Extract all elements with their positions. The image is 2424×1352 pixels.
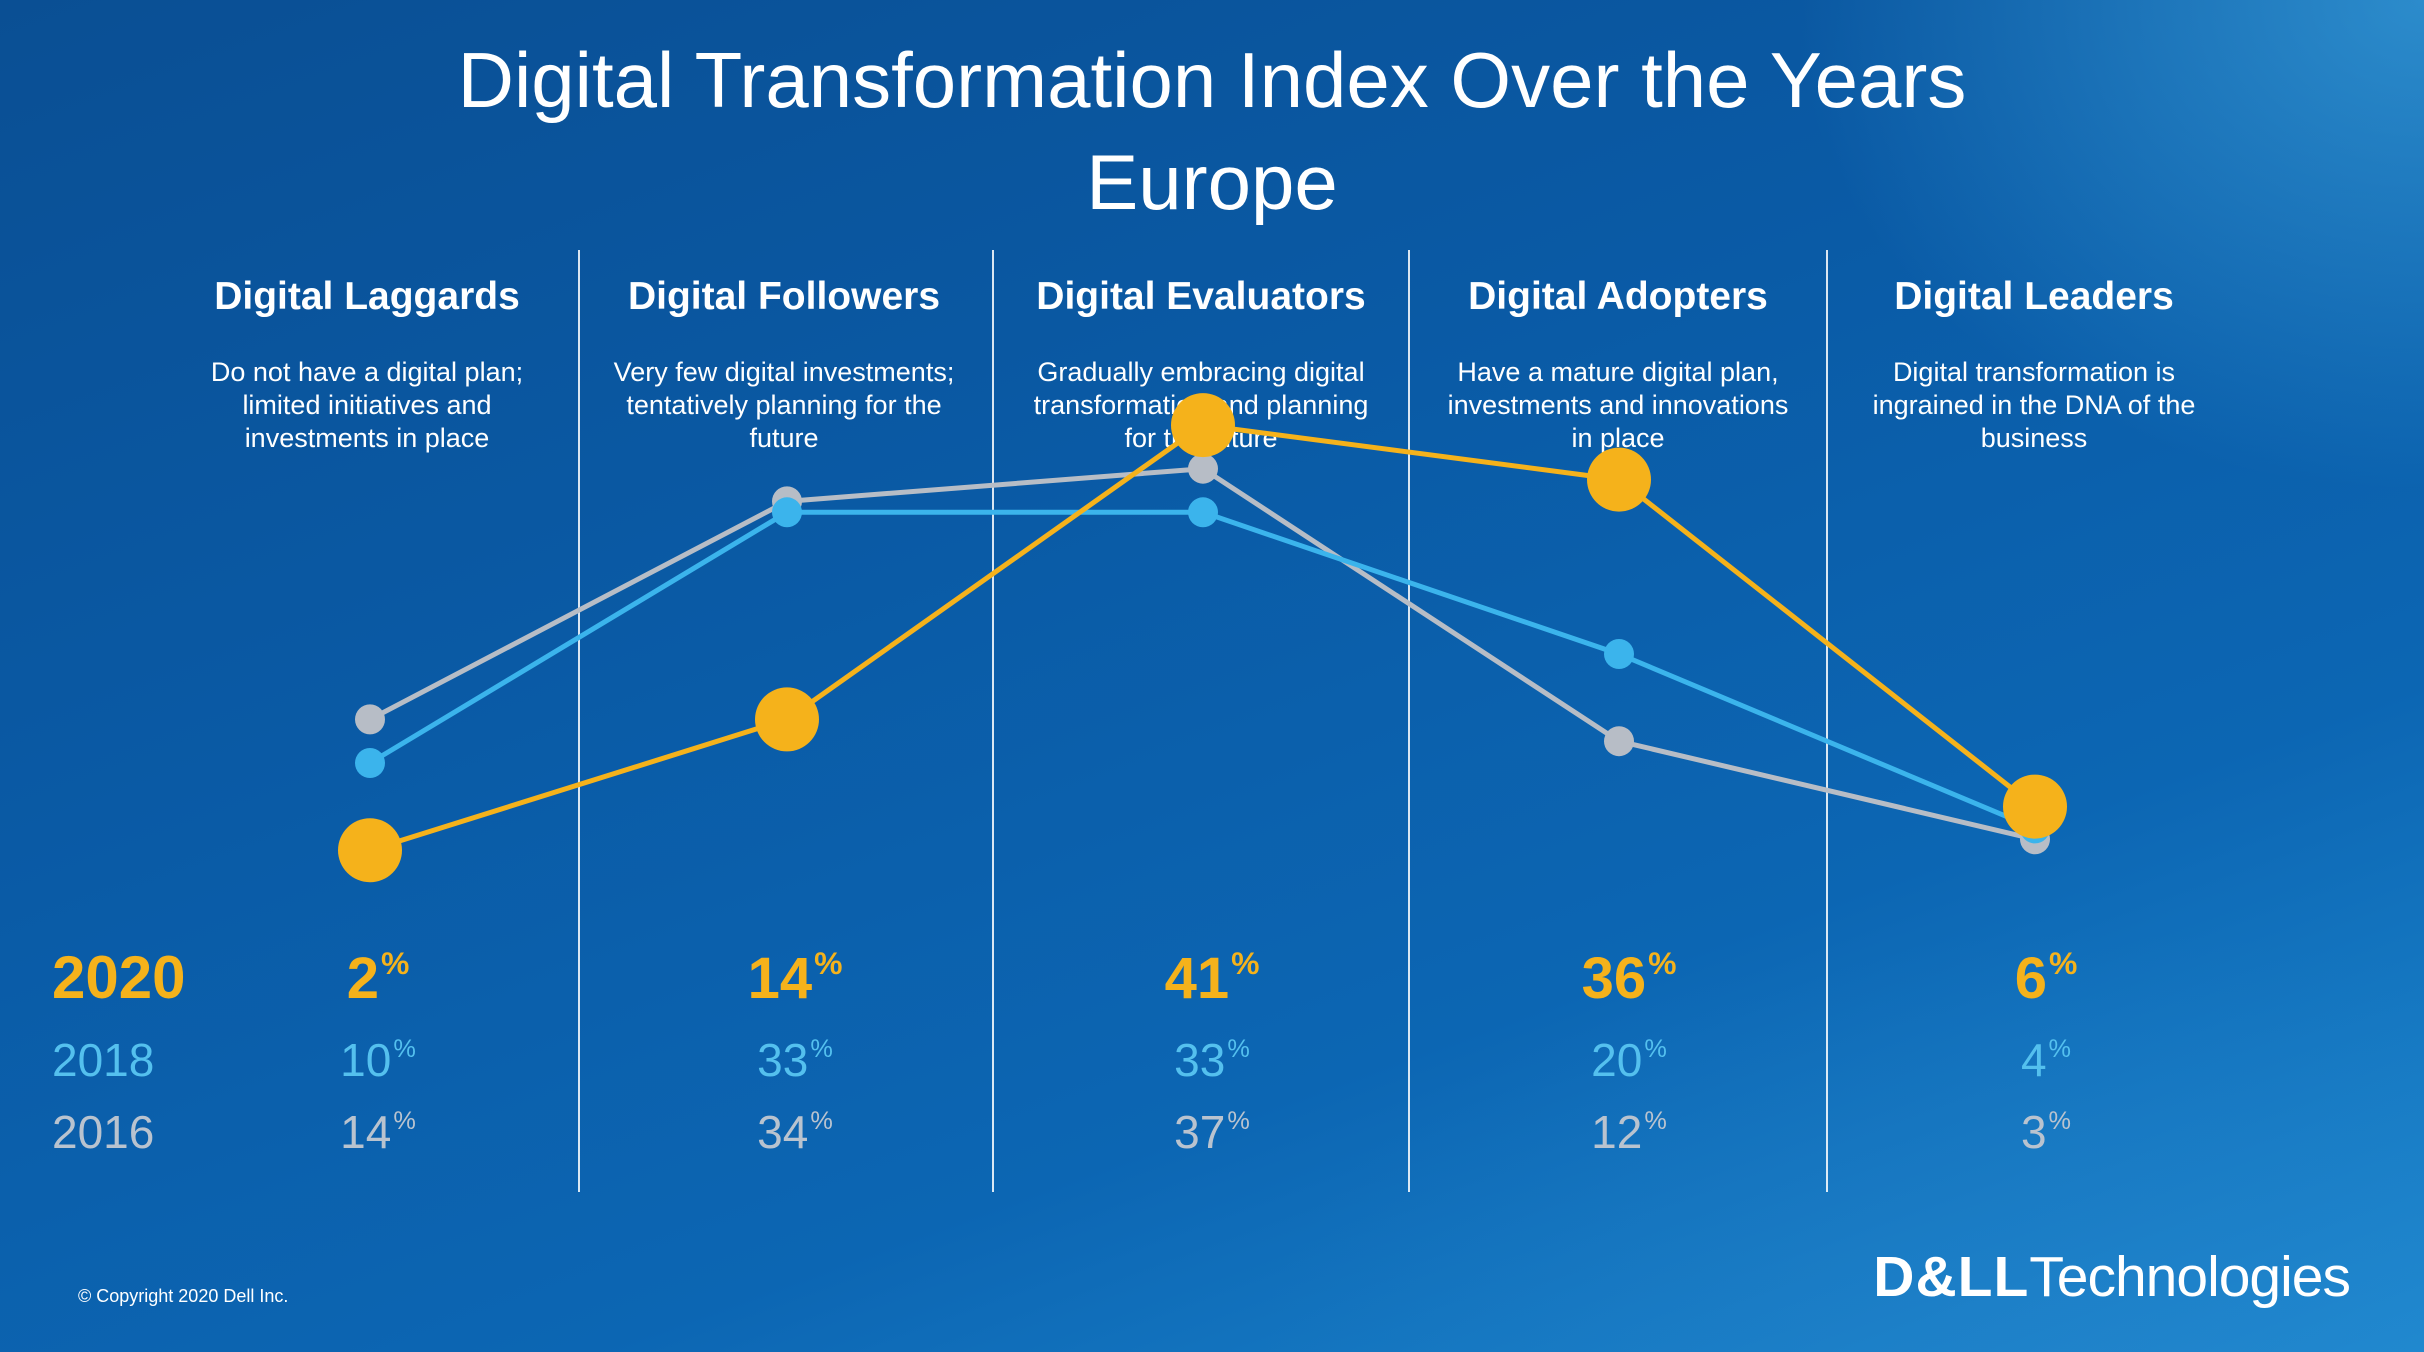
value-2018-followers: 33% (757, 1034, 833, 1086)
column-divider (1826, 250, 1828, 1192)
chart-title: Digital Transformation Index Over the Ye… (457, 36, 1967, 124)
column-divider (578, 250, 580, 1192)
series-line-2020 (369, 422, 2037, 853)
dell-technologies-logo: D&LLTechnologies (1873, 1245, 2351, 1309)
value-2020-adopters: 36% (1581, 945, 1677, 1011)
data-point-2020-1 (338, 818, 402, 883)
data-point-2020-2 (755, 687, 819, 752)
data-point-2016-1 (355, 704, 385, 735)
data-point-2018-1 (355, 748, 385, 778)
value-2018-laggards: 10% (340, 1034, 416, 1086)
value-2020-evaluators: 41% (1164, 945, 1260, 1011)
value-2016-adopters: 12% (1591, 1106, 1667, 1158)
data-point-2020-3 (1171, 393, 1235, 458)
column-divider (1408, 250, 1410, 1192)
value-2018-evaluators: 33% (1174, 1034, 1250, 1086)
value-2018-adopters: 20% (1591, 1034, 1667, 1086)
category-name-followers: Digital Followers (627, 275, 941, 318)
value-2016-evaluators: 37% (1174, 1106, 1250, 1158)
category-name-adopters: Digital Adopters (1468, 275, 1768, 318)
category-description-laggards: Do not have a digital plan; limited init… (210, 357, 524, 453)
data-point-2020-5 (2003, 774, 2067, 839)
value-2020-followers: 14% (747, 945, 843, 1011)
category-name-leaders: Digital Leaders (1894, 275, 2174, 318)
category-name-evaluators: Digital Evaluators (1036, 275, 1366, 318)
data-point-2018-3 (1188, 497, 1218, 528)
data-point-2018-2 (772, 497, 802, 528)
legend-year-2018: 2018 (52, 1034, 155, 1086)
value-2018-leaders: 4% (2020, 1034, 2072, 1086)
value-2016-leaders: 3% (2020, 1106, 2072, 1158)
chart-subtitle: Europe (1086, 138, 1338, 226)
copyright-text: © Copyright 2020 Dell Inc. (78, 1286, 289, 1306)
data-point-2018-4 (1604, 639, 1634, 669)
data-point-2020-4 (1587, 447, 1651, 512)
value-2016-followers: 34% (757, 1106, 833, 1158)
data-point-2016-4 (1604, 726, 1634, 757)
column-divider (992, 250, 994, 1192)
category-description-followers: Very few digital investments; tentativel… (613, 357, 955, 453)
category-description-leaders: Digital transformation is ingrained in t… (1872, 357, 2196, 453)
value-2020-leaders: 6% (2014, 945, 2078, 1011)
data-point-2016-3 (1188, 453, 1218, 484)
value-2020-laggards: 2% (346, 945, 410, 1011)
value-2016-laggards: 14% (340, 1106, 416, 1158)
category-name-laggards: Digital Laggards (214, 275, 520, 318)
legend-year-2016: 2016 (52, 1106, 155, 1158)
legend-year-2020: 2020 (52, 944, 186, 1011)
